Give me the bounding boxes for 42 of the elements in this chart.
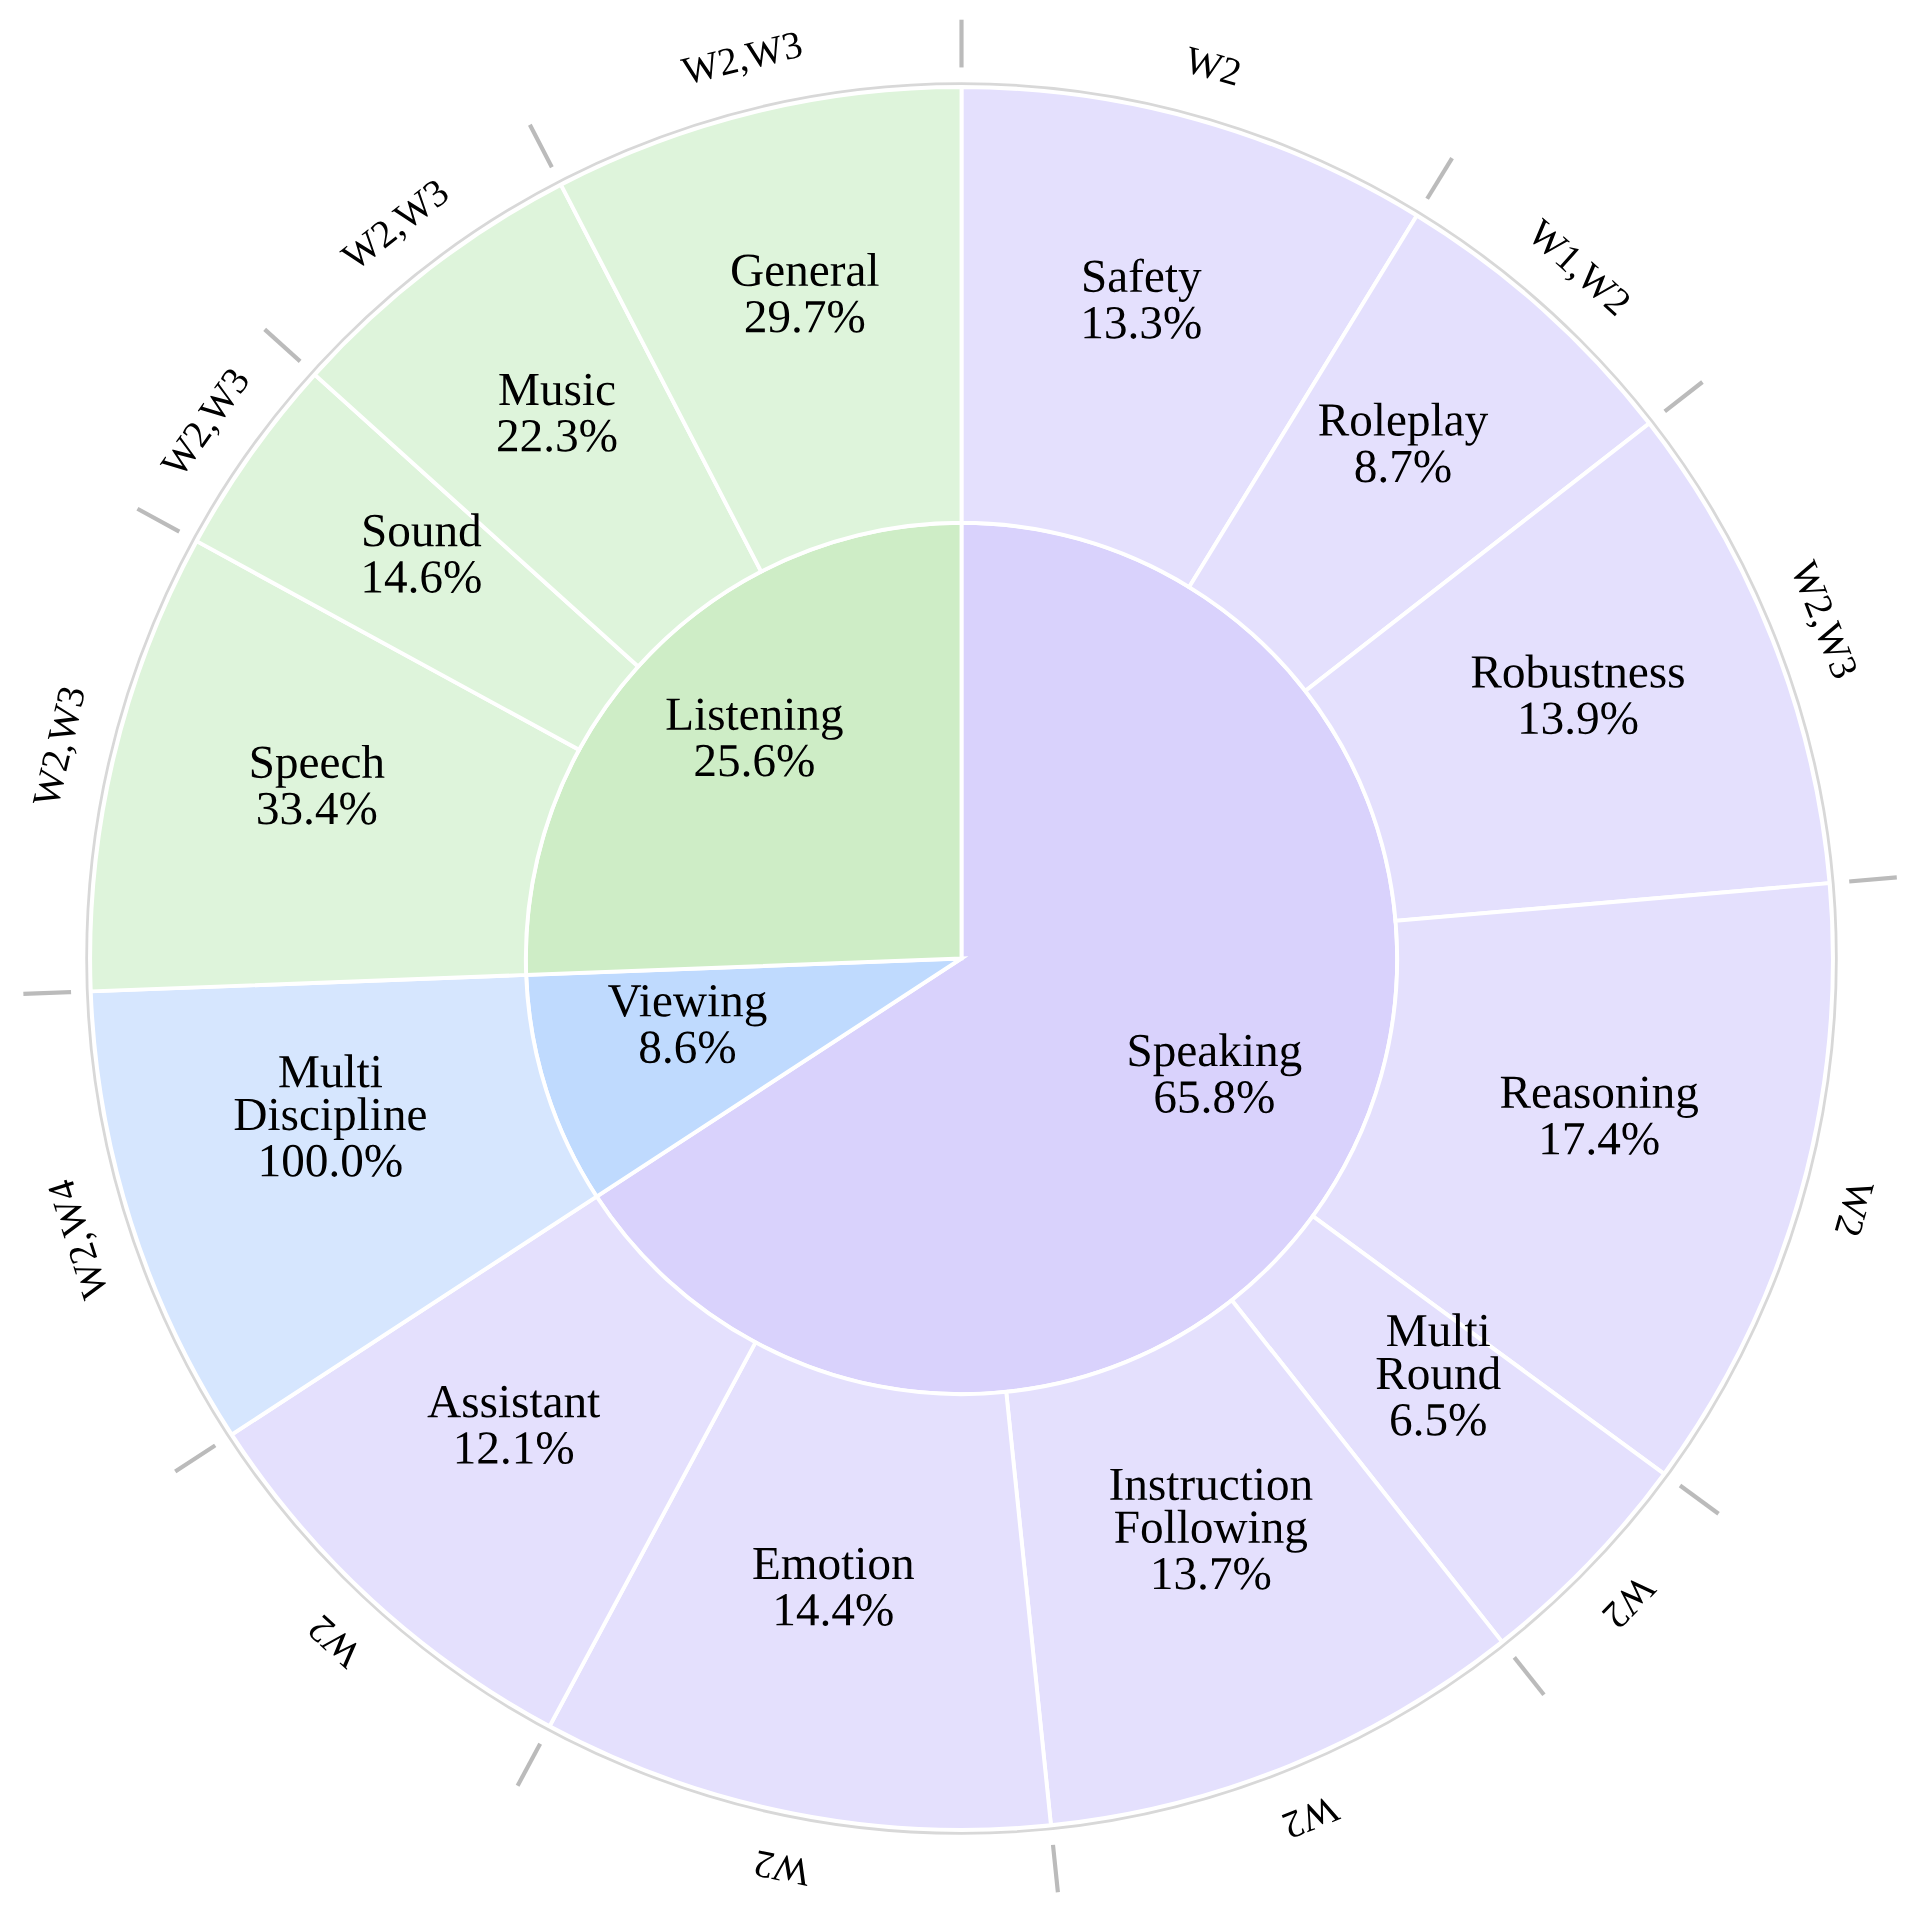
category-label: Reasoning xyxy=(1500,1076,1698,1118)
data-label: 65.8% xyxy=(1155,1081,1274,1114)
text: W2,W3 xyxy=(679,31,805,91)
category-label: Assistant xyxy=(427,1385,600,1418)
category-label: Listening xyxy=(666,698,843,740)
data-label: 17.4% xyxy=(1542,1122,1659,1155)
text: W2 xyxy=(306,1614,365,1670)
text: W2 xyxy=(754,1849,813,1887)
data-label: 8.6% xyxy=(640,1031,736,1064)
data-label: 6.5% xyxy=(1391,1403,1486,1436)
data-label: 14.4% xyxy=(776,1593,893,1626)
data-label: 13.9% xyxy=(1521,702,1638,735)
category-label: Emotion xyxy=(753,1547,914,1580)
data-label: 8.7% xyxy=(1355,450,1451,483)
text: W2 xyxy=(1834,1177,1875,1238)
data-label: 29.7% xyxy=(745,300,865,333)
text: W2,W3 xyxy=(32,685,91,810)
data-label: 12.1% xyxy=(456,1432,574,1465)
category-label: Safety xyxy=(1084,258,1202,302)
text: W2,W4 xyxy=(47,1176,115,1302)
text: W2 xyxy=(1601,1572,1658,1630)
data-label: 13.7% xyxy=(1154,1557,1271,1590)
category-label: General xyxy=(732,253,879,287)
data-label: 22.3% xyxy=(498,419,617,452)
category-label: Viewing xyxy=(608,985,767,1027)
category-label: Speaking xyxy=(1129,1033,1302,1077)
category-label: Sound xyxy=(364,513,482,547)
category-label: Speech xyxy=(251,744,385,788)
category-label: Music xyxy=(499,373,615,406)
data-label: 100.0% xyxy=(261,1144,402,1177)
data-label: 13.3% xyxy=(1084,306,1201,339)
data-label: 33.4% xyxy=(258,792,377,825)
category-label: Roleplay xyxy=(1319,402,1489,446)
category-label: Instruction Following xyxy=(1110,1468,1313,1553)
data-label: 14.6% xyxy=(364,561,481,594)
text: W2 xyxy=(1281,1794,1342,1840)
text: W2 xyxy=(1182,46,1242,87)
text: W2,W3 xyxy=(1784,558,1859,683)
category-label: Multi Discipline xyxy=(234,1054,426,1141)
category-label: Multi Round xyxy=(1376,1313,1501,1390)
data-label: 25.6% xyxy=(695,744,814,777)
category-label: Robustness xyxy=(1471,654,1684,688)
